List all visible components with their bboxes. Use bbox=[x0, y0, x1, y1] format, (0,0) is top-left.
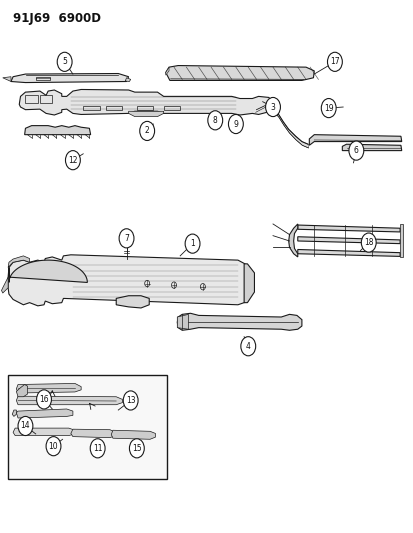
Polygon shape bbox=[288, 224, 297, 257]
Circle shape bbox=[129, 439, 144, 458]
Text: 8: 8 bbox=[212, 116, 217, 125]
Text: 6: 6 bbox=[353, 146, 358, 155]
Circle shape bbox=[207, 111, 222, 130]
Polygon shape bbox=[271, 107, 308, 148]
Text: 15: 15 bbox=[132, 444, 141, 453]
Polygon shape bbox=[8, 256, 29, 268]
Text: 2: 2 bbox=[145, 126, 149, 135]
Circle shape bbox=[46, 437, 61, 456]
Text: 14: 14 bbox=[21, 422, 30, 431]
Polygon shape bbox=[399, 224, 402, 257]
Polygon shape bbox=[12, 410, 17, 416]
Circle shape bbox=[361, 233, 375, 252]
Polygon shape bbox=[165, 66, 313, 80]
Text: 17: 17 bbox=[329, 58, 339, 66]
Polygon shape bbox=[111, 430, 155, 439]
Text: 7: 7 bbox=[124, 234, 129, 243]
Text: 4: 4 bbox=[245, 342, 250, 351]
Circle shape bbox=[140, 122, 154, 141]
Polygon shape bbox=[342, 144, 401, 151]
Circle shape bbox=[18, 416, 33, 435]
Text: 10: 10 bbox=[49, 442, 58, 451]
Polygon shape bbox=[2, 277, 8, 293]
Circle shape bbox=[348, 141, 363, 160]
Polygon shape bbox=[17, 383, 81, 393]
Text: 1: 1 bbox=[190, 239, 195, 248]
Text: 91J69  6900D: 91J69 6900D bbox=[13, 12, 101, 26]
Polygon shape bbox=[125, 78, 131, 82]
Polygon shape bbox=[71, 429, 115, 438]
Circle shape bbox=[327, 52, 342, 71]
Polygon shape bbox=[177, 313, 301, 330]
Text: 13: 13 bbox=[126, 396, 135, 405]
Polygon shape bbox=[17, 384, 27, 397]
Circle shape bbox=[320, 99, 335, 118]
Polygon shape bbox=[128, 111, 163, 117]
Bar bbox=[8, 375, 166, 479]
Polygon shape bbox=[244, 264, 254, 303]
Circle shape bbox=[265, 98, 280, 117]
Circle shape bbox=[119, 229, 134, 248]
Circle shape bbox=[185, 234, 199, 253]
Text: 5: 5 bbox=[62, 58, 67, 66]
Text: 18: 18 bbox=[363, 238, 373, 247]
Polygon shape bbox=[309, 135, 401, 146]
Circle shape bbox=[228, 115, 243, 134]
Polygon shape bbox=[165, 67, 169, 75]
Polygon shape bbox=[17, 409, 73, 418]
Circle shape bbox=[90, 439, 105, 458]
Circle shape bbox=[57, 52, 72, 71]
Polygon shape bbox=[177, 314, 188, 329]
Circle shape bbox=[65, 151, 80, 169]
Text: 16: 16 bbox=[39, 395, 49, 404]
Polygon shape bbox=[13, 428, 75, 435]
Text: 3: 3 bbox=[270, 102, 275, 111]
Polygon shape bbox=[17, 396, 122, 405]
Polygon shape bbox=[24, 126, 90, 135]
Text: 9: 9 bbox=[233, 119, 238, 128]
Circle shape bbox=[240, 337, 255, 356]
Circle shape bbox=[123, 391, 138, 410]
Polygon shape bbox=[11, 74, 128, 83]
Polygon shape bbox=[19, 90, 272, 115]
Polygon shape bbox=[297, 249, 399, 256]
Polygon shape bbox=[116, 296, 149, 308]
Text: 11: 11 bbox=[93, 444, 102, 453]
Text: 19: 19 bbox=[323, 103, 333, 112]
Polygon shape bbox=[8, 255, 247, 306]
Polygon shape bbox=[3, 77, 11, 82]
Circle shape bbox=[36, 390, 51, 409]
Polygon shape bbox=[297, 237, 399, 244]
Polygon shape bbox=[9, 260, 87, 282]
Text: 12: 12 bbox=[68, 156, 78, 165]
Polygon shape bbox=[297, 225, 399, 232]
